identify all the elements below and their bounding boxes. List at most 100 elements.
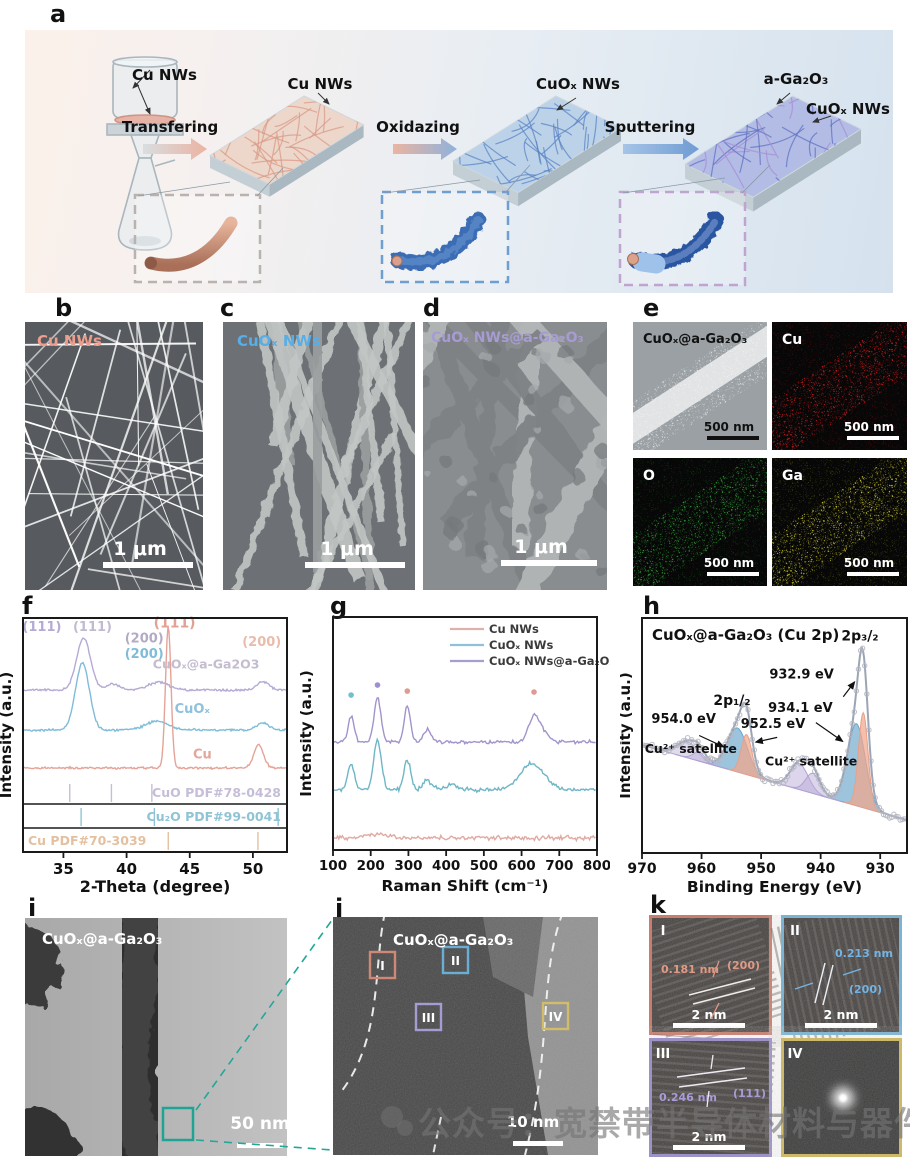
svg-text:I: I xyxy=(380,959,384,973)
panel-label-c: c xyxy=(220,294,235,322)
panel-label-j: j xyxy=(335,894,344,922)
eds-tile-scalebar-text: 500 nm xyxy=(703,556,755,570)
svg-text:Cu PDF#70-3039: Cu PDF#70-3039 xyxy=(28,833,146,848)
svg-text:2 nm: 2 nm xyxy=(824,1007,859,1022)
svg-text:300: 300 xyxy=(394,858,422,874)
svg-text:CuOₓ: CuOₓ xyxy=(175,702,211,717)
a-ga2o3-label: a-Ga₂O₃ xyxy=(763,70,829,88)
svg-text:Intensity (a.u.): Intensity (a.u.) xyxy=(300,670,315,796)
svg-text:952.5 eV: 952.5 eV xyxy=(741,717,806,732)
svg-text:(200): (200) xyxy=(727,959,760,972)
panel-label-k: k xyxy=(650,891,666,919)
svg-text:III: III xyxy=(422,1011,435,1025)
coated-nanowires-texture xyxy=(423,322,607,590)
svg-text:I: I xyxy=(661,924,666,939)
cuox-nws-coated-label: CuOₓ NWs xyxy=(806,100,890,118)
transfering-step-label: Transfering xyxy=(121,118,219,136)
svg-text:2 nm: 2 nm xyxy=(692,1129,727,1144)
svg-text:2p₁/₂: 2p₁/₂ xyxy=(713,693,750,709)
panel-label-d: d xyxy=(423,294,441,322)
svg-text:954.0 eV: 954.0 eV xyxy=(651,712,716,727)
eds-tile-title: Cu xyxy=(782,332,803,348)
svg-text:CuOₓ NWs: CuOₓ NWs xyxy=(489,638,553,652)
panel-i-title: CuOₓ@a-Ga₂O₃ xyxy=(42,930,163,948)
svg-text:2 nm: 2 nm xyxy=(692,1007,727,1022)
eds-tile-scalebar xyxy=(847,572,899,576)
hrtem-image: I II III IV CuOₓ@a-Ga₂O₃ 10 nm xyxy=(333,917,598,1155)
svg-text:Cu NWs: Cu NWs xyxy=(489,622,539,636)
panel-c-scalebar xyxy=(305,562,405,568)
svg-text:45: 45 xyxy=(179,860,200,878)
svg-text:500: 500 xyxy=(470,858,498,874)
panel-label-h: h xyxy=(643,592,661,620)
svg-text:(111): (111) xyxy=(154,615,196,631)
svg-text:400: 400 xyxy=(432,858,460,874)
svg-text:2p₃/₂: 2p₃/₂ xyxy=(841,628,878,644)
sem-image-coated-nws: CuOₓ NWs@a-Ga₂O₃ 1 μm xyxy=(423,322,607,590)
tem-image: CuOₓ@a-Ga₂O₃ 50 nm xyxy=(25,918,287,1156)
svg-text:35: 35 xyxy=(53,860,74,878)
svg-text:(111): (111) xyxy=(733,1087,766,1100)
svg-text:932.9 eV: 932.9 eV xyxy=(769,668,834,683)
panel-b-scalebar xyxy=(103,562,193,568)
eds-tile-scalebar xyxy=(707,436,759,440)
svg-text:800: 800 xyxy=(583,858,610,874)
svg-text:(111): (111) xyxy=(73,620,112,635)
svg-text:(200): (200) xyxy=(242,635,281,650)
cu-nws-filter-label: Cu NWs xyxy=(132,66,197,84)
svg-text:CuOₓ@a-Ga2O3: CuOₓ@a-Ga2O3 xyxy=(153,656,260,671)
svg-text:0.246 nm: 0.246 nm xyxy=(659,1091,717,1104)
cu-nws-slab-label: Cu NWs xyxy=(287,75,353,93)
svg-text:CuOₓ NWs@a-Ga₂O₃: CuOₓ NWs@a-Ga₂O₃ xyxy=(489,654,610,668)
panel-d-title: CuOₓ NWs@a-Ga₂O₃ xyxy=(431,330,584,346)
svg-text:Intensity (a.u.): Intensity (a.u.) xyxy=(0,672,15,798)
eds-tile-title: CuOₓ@a-Ga₂O₃ xyxy=(643,332,748,347)
svg-text:600: 600 xyxy=(507,858,535,874)
panel-i-scalebar-text: 50 nm xyxy=(230,1114,287,1134)
panel-i-scalebar xyxy=(237,1143,283,1148)
panel-label-b: b xyxy=(55,294,73,322)
panel-c-title: CuOₓ NWs xyxy=(237,332,321,350)
eds-tile-scalebar xyxy=(847,436,899,440)
panel-b-title: Cu NWs xyxy=(37,332,102,350)
svg-text:930: 930 xyxy=(866,861,895,877)
panel-label-a: a xyxy=(50,0,67,28)
panel-j-title: CuOₓ@a-Ga₂O₃ xyxy=(393,931,514,949)
svg-text:2-Theta (degree): 2-Theta (degree) xyxy=(80,877,231,896)
panel-label-e: e xyxy=(643,294,660,322)
oxidazing-step-label: Oxidazing xyxy=(376,118,460,136)
sputtering-step-label: Sputtering xyxy=(604,118,696,136)
panel-label-g: g xyxy=(330,592,348,620)
svg-text:934.1 eV: 934.1 eV xyxy=(768,701,833,716)
svg-text:100: 100 xyxy=(319,858,347,874)
svg-text:(111): (111) xyxy=(22,620,61,635)
svg-text:(200): (200) xyxy=(125,632,164,647)
svg-text:Raman Shift (cm⁻¹): Raman Shift (cm⁻¹) xyxy=(382,877,549,895)
eds-tile-title: Ga xyxy=(782,468,803,484)
svg-text:II: II xyxy=(790,924,800,939)
panel-c-scalebar-text: 1 μm xyxy=(320,538,374,560)
panel-d-scalebar xyxy=(501,560,597,566)
svg-text:CuO PDF#78-0428: CuO PDF#78-0428 xyxy=(152,785,281,800)
raman-chart: Cu NWs CuOₓ NWs CuOₓ NWs@a-Ga₂O₃ 100 200 300 4… xyxy=(300,616,610,895)
eds-tile-scalebar-text: 500 nm xyxy=(703,420,755,434)
svg-text:(200): (200) xyxy=(849,983,882,996)
svg-text:200: 200 xyxy=(357,858,385,874)
svg-text:Cu₂O PDF#99-0041: Cu₂O PDF#99-0041 xyxy=(147,809,281,824)
xps-chart: CuOₓ@a-Ga₂O₃ (Cu 2p) 2p₃/₂ 932.9 eV 934.1 e… xyxy=(620,617,908,896)
svg-text:960: 960 xyxy=(687,861,716,877)
svg-text:Intensity (a.u.): Intensity (a.u.) xyxy=(620,672,634,798)
svg-text:40: 40 xyxy=(116,860,137,878)
panel-j-scalebar-text: 10 nm xyxy=(506,1113,560,1131)
eds-tile-0: CuOₓ@a-Ga₂O₃ 500 nm xyxy=(633,322,767,450)
svg-text:970: 970 xyxy=(627,861,656,877)
svg-text:IV: IV xyxy=(788,1047,803,1062)
svg-text:0.181 nm: 0.181 nm xyxy=(661,963,719,976)
eds-tile-3: Ga 500 nm xyxy=(772,458,907,586)
svg-text:0.213 nm: 0.213 nm xyxy=(835,947,893,960)
eds-tile-title: O xyxy=(643,468,655,484)
svg-text:700: 700 xyxy=(545,858,573,874)
